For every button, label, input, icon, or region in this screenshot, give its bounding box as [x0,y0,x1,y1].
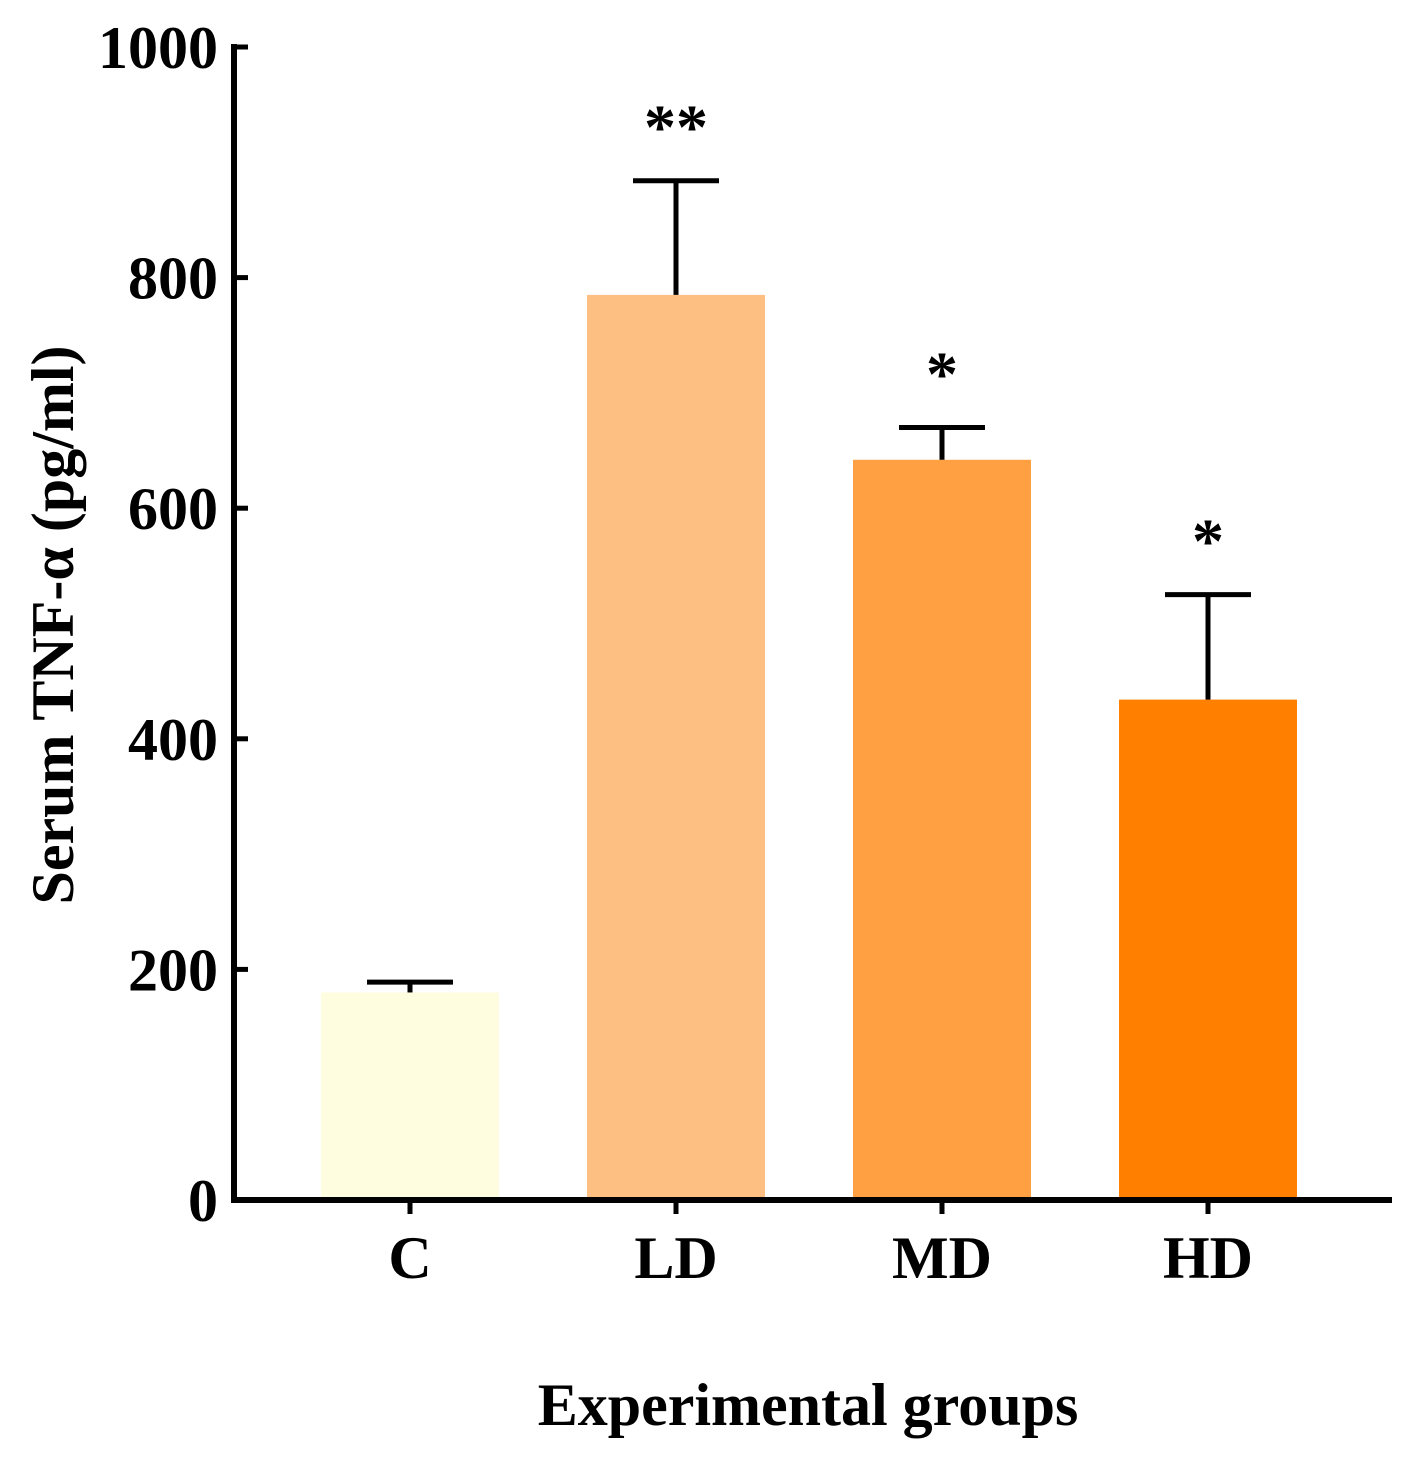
axes-group [231,44,1392,1203]
y-tick-label-800: 800 [128,246,218,312]
x-tick-label-md: MD [892,1225,992,1291]
x-ticks-group: C LD MD HD [388,1200,1253,1291]
significance-ld: ** [644,92,708,163]
bar-hd [1119,699,1297,1200]
y-tick-label-1000: 1000 [98,15,218,81]
bar-c [321,992,499,1200]
error-bars-group [367,178,1251,993]
y-ticks-group: 0 200 400 600 800 1000 [98,15,248,1234]
significance-group: **** [644,92,1224,577]
x-tick-label-hd: HD [1163,1225,1253,1291]
x-axis-title: Experimental groups [538,1372,1079,1438]
y-tick-label-0: 0 [188,1168,218,1234]
y-tick-label-200: 200 [128,937,218,1003]
y-tick-label-400: 400 [128,707,218,773]
x-tick-label-c: C [388,1225,431,1291]
bar-ld [587,294,765,1200]
significance-hd: * [1192,506,1224,577]
bars-group [321,294,1297,1200]
y-axis-title: Serum TNF-α (pg/ml) [20,345,86,904]
significance-md: * [926,338,958,409]
x-tick-label-ld: LD [634,1225,717,1291]
y-tick-label-600: 600 [128,476,218,542]
bar-md [853,459,1031,1200]
